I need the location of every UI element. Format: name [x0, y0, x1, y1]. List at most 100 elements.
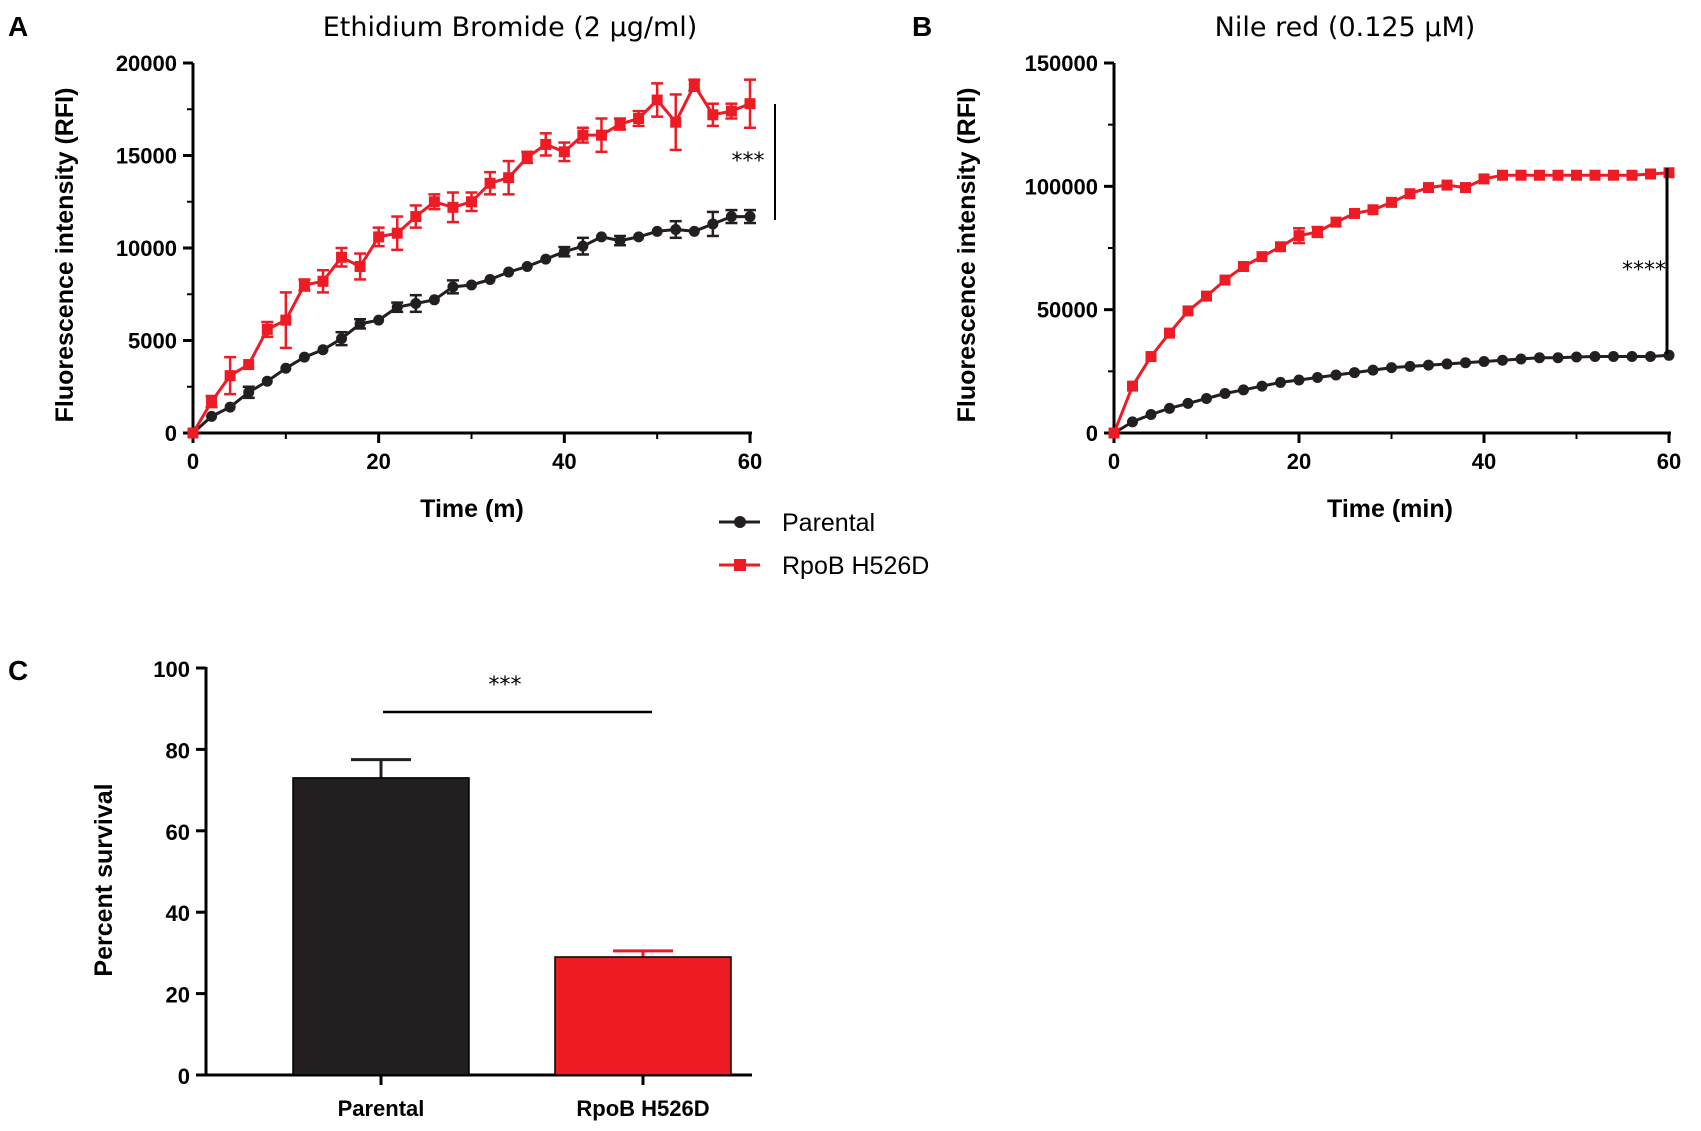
panel-b-ytick-label: 50000: [1037, 298, 1098, 323]
panel-a-mutant-point: [744, 98, 756, 110]
panel-a-mutant-point: [428, 196, 440, 208]
legend-mutant-label: RpoB H526D: [782, 552, 929, 580]
panel-a-mutant-point: [577, 129, 589, 141]
panel-c-significance: ***: [489, 673, 522, 698]
panel-b-mutant-point: [1626, 169, 1638, 181]
panel-b-parental-point: [1626, 351, 1638, 363]
panel-b-parental-point: [1238, 384, 1249, 396]
panel-b-significance: ****: [1622, 258, 1666, 283]
panel-b-parental-point: [1515, 353, 1527, 365]
panel-b-parental-point: [1367, 364, 1379, 376]
panel-a-parental-point: [558, 246, 570, 258]
panel-b-parental-point: [1201, 392, 1212, 404]
panel-a-xtick-label: 60: [738, 449, 762, 474]
panel-b-mutant-point: [1330, 216, 1342, 228]
panel-a-parental-point: [725, 211, 737, 223]
panel-a-mutant-point: [391, 227, 403, 239]
panel-b-parental-point: [1145, 409, 1157, 420]
panel-a-parental-point: [447, 281, 459, 293]
panel-b-xlabel: Time (min): [1327, 495, 1453, 523]
panel-b-parental-point: [1256, 380, 1268, 392]
panel-b-mutant-point: [1404, 188, 1416, 200]
panel-b-parental-point: [1663, 349, 1675, 361]
panel-b-xtick-label: 40: [1472, 449, 1496, 474]
panel-a-mutant-line: [191, 83, 751, 434]
panel-b-mutant-point: [1571, 169, 1582, 181]
panel-a-ylabel: Fluorescence intensity (RFI): [51, 88, 79, 423]
panel-a-parental-point: [670, 224, 682, 235]
panel-a-mutant-point: [224, 370, 236, 382]
panel-a-mutant-point: [707, 109, 719, 121]
panel-a-ytick-label: 10000: [116, 236, 177, 261]
panel-b-parental-point: [1330, 369, 1342, 381]
panel-a-mutant-point: [261, 323, 273, 335]
panel-a-mutant-point: [206, 396, 218, 408]
panel-a-parental-point: [466, 279, 477, 291]
panel-a-mutant-point: [298, 279, 310, 291]
panel-b-mutant-point: [1256, 251, 1268, 263]
panel-b-mutant-point: [1645, 168, 1656, 180]
panel-c-bar-parental: [292, 777, 470, 1076]
panel-b-parental-point: [1349, 367, 1360, 379]
panel-b-mutant-point: [1608, 169, 1619, 181]
panel-b-parental-point: [1275, 376, 1286, 388]
panel-a-parental-point: [707, 218, 719, 230]
panel-a-parental-point: [744, 211, 756, 223]
panel-b-mutant-point: [1145, 351, 1157, 363]
panel-a-mutant-point: [725, 105, 737, 117]
panel-a-ytick-label: 0: [165, 421, 177, 446]
panel-c-ytick-label: 60: [166, 820, 190, 845]
panel-b-parental-point: [1386, 362, 1397, 374]
panel-a-mutant-point: [187, 427, 199, 439]
panel-a-mutant-point: [243, 359, 255, 371]
panel-a-parental-point: [521, 261, 533, 272]
panel-a-mutant-point: [614, 118, 626, 130]
legend-parental-marker: [734, 516, 746, 528]
panel-a-mutant-point: [280, 314, 292, 326]
panel-a-parental-point: [354, 318, 366, 330]
panel-b-mutant-point: [1164, 327, 1175, 339]
panel-a-parental-point: [224, 401, 236, 413]
panel-b-parental-point: [1571, 351, 1582, 363]
panel-c-bar-mutant: [554, 956, 732, 1076]
panel-a-mutant-point: [651, 94, 663, 106]
panel-b-mutant-point: [1515, 169, 1527, 181]
panel-a-xtick-label: 40: [552, 449, 576, 474]
panel-c-ytick-label: 0: [178, 1064, 190, 1089]
panel-b-mutant-point: [1552, 169, 1564, 181]
legend-mutant-marker: [734, 559, 746, 571]
panel-b-xtick-label: 20: [1287, 449, 1311, 474]
panel-a-parental-point: [243, 386, 255, 398]
panel-b-parental-point: [1441, 358, 1453, 370]
panel-a-parental-point: [261, 375, 273, 387]
panel-b-parental-point: [1293, 374, 1305, 386]
panel-a-parental-point: [428, 294, 440, 306]
panel-a-parental-point: [336, 333, 348, 345]
panel-b-mutant-point: [1663, 167, 1675, 179]
panel-b-mutant-point: [1238, 261, 1249, 272]
panel-b-ylabel: Fluorescence intensity (RFI): [953, 88, 981, 423]
panel-c-ytick-label: 100: [153, 657, 190, 682]
panel-a-parental-point: [410, 298, 422, 309]
panel-b-mutant-point: [1589, 169, 1601, 181]
panel-a-parental-point: [373, 314, 385, 326]
panel-c-plot: 0 20 40 60 80 100 Parental RpoB H526D: [153, 657, 752, 1121]
panel-a-mutant-point: [595, 129, 607, 141]
panel-c-ytick-label: 40: [166, 901, 190, 926]
panel-a-parental-point: [595, 231, 607, 243]
legend-parental-label: Parental: [782, 509, 875, 537]
panel-b-parental-point: [1608, 351, 1619, 363]
panel-b-parental-point: [1127, 416, 1138, 428]
panel-b-parental-point: [1478, 355, 1490, 367]
panel-b-title: Nile red (0.125 µM): [1215, 12, 1476, 43]
panel-b-mutant-point: [1275, 241, 1286, 253]
panel-b-mutant-point: [1201, 290, 1212, 302]
panel-a-xtick-label: 20: [366, 449, 390, 474]
panel-a-mutant-point: [336, 251, 348, 263]
panel-a-parental-point: [633, 231, 645, 243]
panel-c-ylabel: Percent survival: [90, 783, 118, 976]
panel-b-parental-point: [1645, 351, 1656, 363]
panel-a-significance: ***: [732, 149, 765, 174]
panel-b-parental-point: [1534, 352, 1545, 364]
panel-c-xtick-label: RpoB H526D: [576, 1096, 709, 1121]
